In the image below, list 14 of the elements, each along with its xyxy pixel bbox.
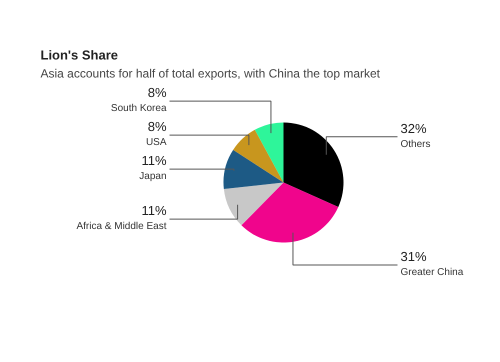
data-label: 11% <box>141 153 167 168</box>
slice-label: Africa & Middle East <box>76 221 167 232</box>
chart-subtitle: Asia accounts for half of total exports, with China the top market <box>40 66 381 80</box>
data-label: 8% <box>148 119 167 134</box>
slice-label: Others <box>400 138 431 150</box>
data-label: 31% <box>400 249 427 264</box>
slice-label: USA <box>146 137 167 148</box>
data-label: 32% <box>400 120 427 136</box>
data-label: 11% <box>141 203 167 218</box>
data-label: 8% <box>148 85 167 100</box>
slice-label: South Korea <box>110 103 167 114</box>
slice-label: Greater China <box>400 267 464 278</box>
chart-title: Lion's Share <box>40 48 118 62</box>
slice-label: Japan <box>139 171 167 182</box>
